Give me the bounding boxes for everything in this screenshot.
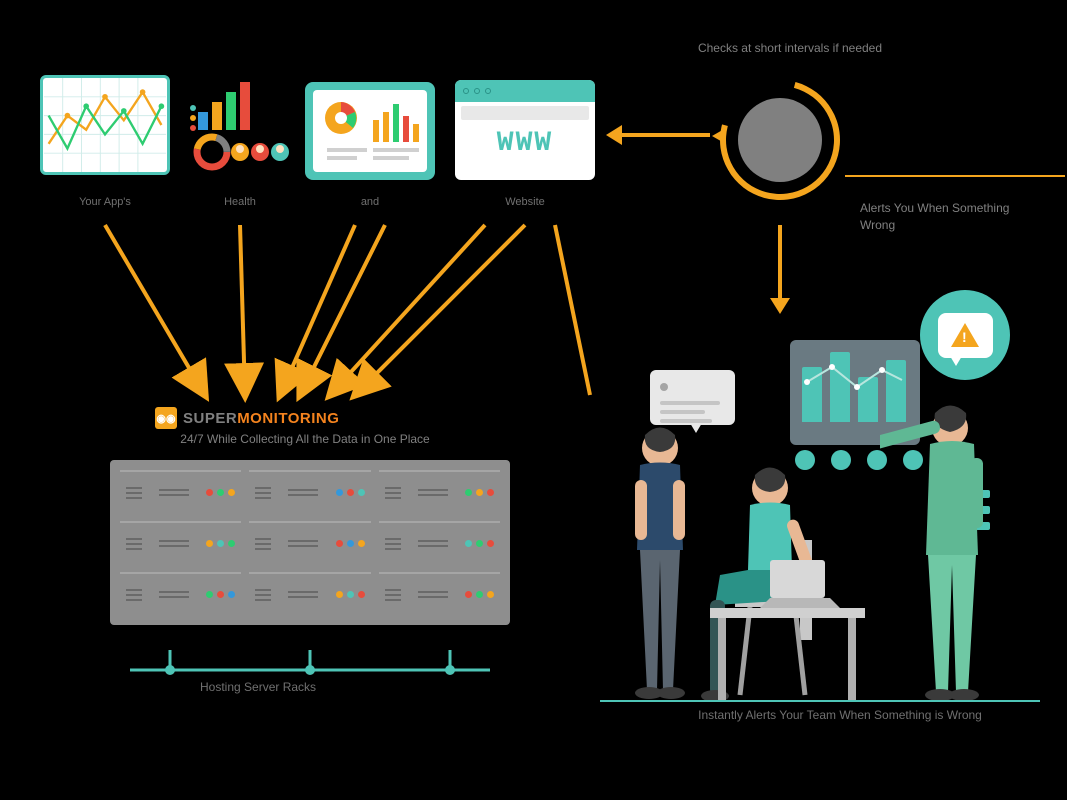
arrow-gear-to-browser	[620, 133, 710, 137]
rack-unit	[249, 521, 370, 564]
gear-right-line	[845, 175, 1065, 177]
rack-unit	[379, 470, 500, 513]
linechart-svg	[43, 78, 167, 172]
browser-www-text: WWW	[455, 128, 595, 159]
people-svg	[190, 80, 290, 175]
rack-unit	[120, 470, 241, 513]
converging-arrows	[0, 0, 620, 420]
browser-address-bar	[461, 106, 589, 120]
panel-dashboard	[305, 82, 435, 180]
rack-unit	[379, 572, 500, 615]
panel-linechart	[40, 75, 170, 175]
dashboard-svg	[313, 90, 427, 172]
server-racks	[110, 460, 510, 625]
gear-top-label: Checks at short intervals if needed	[680, 40, 900, 57]
binoculars-icon: ◉◉	[155, 407, 177, 429]
warning-triangle-icon	[951, 323, 979, 347]
infographic-canvas: WWW Your App's Health and Website Checks…	[0, 0, 1067, 800]
server-monitoring-subtitle: 24/7 While Collecting All the Data in On…	[130, 432, 480, 446]
speech-card	[650, 370, 735, 425]
team-label: Instantly Alerts Your Team When Somethin…	[640, 708, 1040, 722]
label-linechart: Your App's	[30, 195, 180, 209]
label-people: Health	[180, 195, 300, 209]
gear-timer	[720, 80, 850, 210]
panel-browser: WWW	[455, 80, 595, 180]
gear-right-label: Alerts You When Something Wrong	[860, 200, 1030, 234]
team-floor-line	[600, 700, 1040, 702]
desk	[700, 560, 870, 705]
rack-unit	[249, 470, 370, 513]
person-pointing-right	[880, 400, 1020, 700]
rack-unit	[120, 521, 241, 564]
rack-unit	[249, 572, 370, 615]
panel-people	[190, 80, 290, 175]
browser-titlebar	[455, 80, 595, 102]
alert-speech-icon	[938, 313, 993, 358]
server-monitoring-logo: ◉◉ SUPERMONITORING	[155, 407, 339, 429]
racks-label: Hosting Server Racks	[200, 680, 316, 694]
rack-unit	[379, 521, 500, 564]
label-dashboard: and	[300, 195, 440, 209]
arrow-gear-to-team	[778, 225, 782, 300]
logo-word2: MONITORING	[237, 410, 339, 427]
rack-floor-connectors	[130, 650, 490, 680]
rack-unit	[120, 572, 241, 615]
logo-word1: SUPER	[183, 410, 237, 427]
label-browser: Website	[455, 195, 595, 209]
person-standing-left	[605, 420, 715, 700]
alert-bubble	[920, 290, 1010, 380]
